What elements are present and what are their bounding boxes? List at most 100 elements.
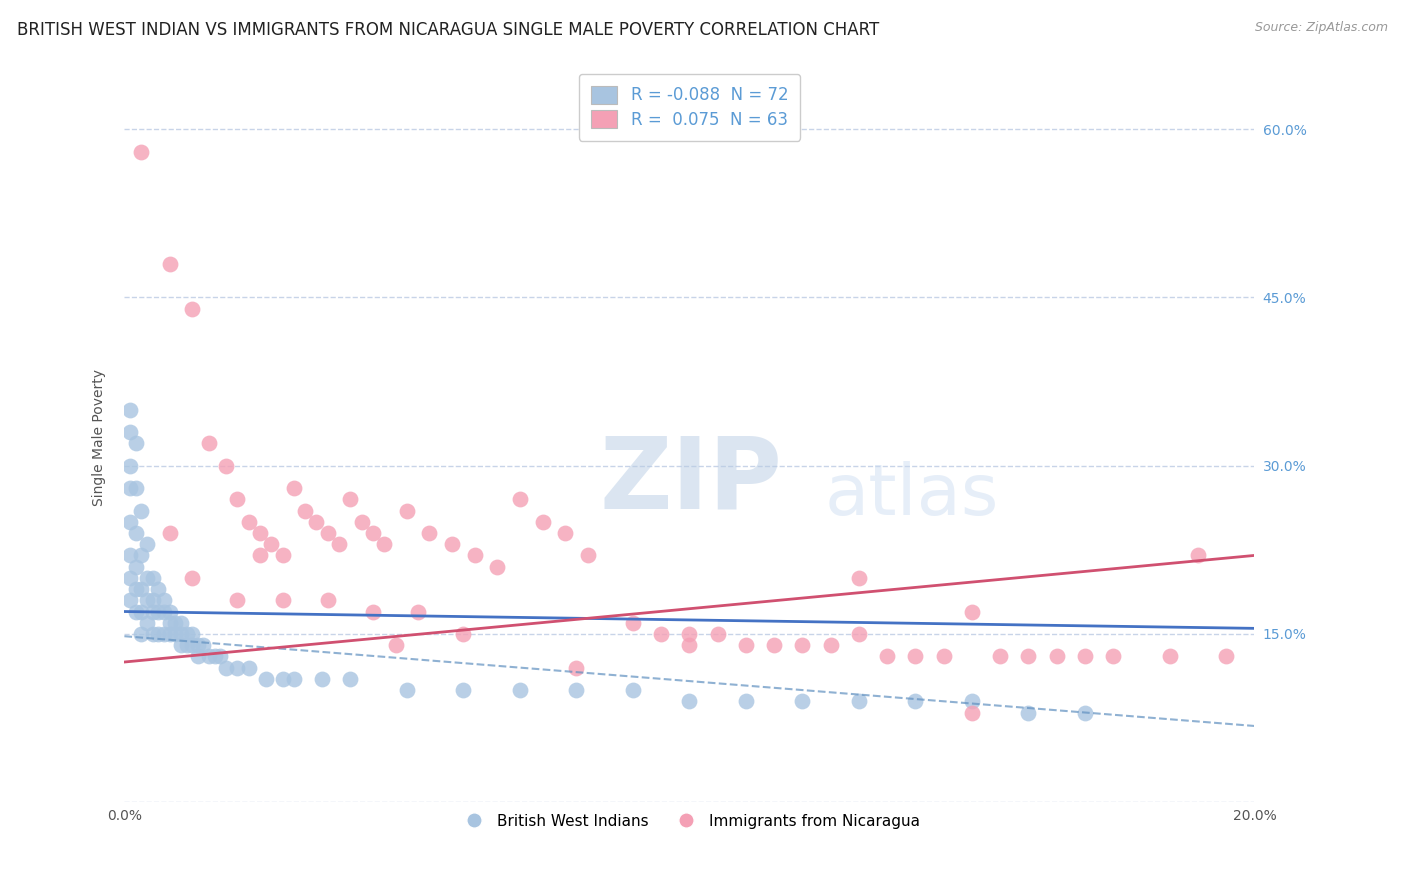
Point [198,649,221,664]
Point [339,492,361,507]
Point [576,549,599,563]
Point [215,660,238,674]
Point [271,672,294,686]
Point [678,694,700,708]
Point [131,145,153,159]
Point [136,571,159,585]
Point [565,660,588,674]
Point [131,627,153,641]
Point [1074,706,1097,720]
Point [316,593,339,607]
Point [260,537,283,551]
Point [153,627,176,641]
Point [165,615,187,630]
Point [509,683,531,698]
Point [153,605,176,619]
Point [125,605,148,619]
Point [960,694,983,708]
Point [176,627,198,641]
Point [848,694,870,708]
Point [209,649,232,664]
Point [509,492,531,507]
Point [305,515,328,529]
Point [148,605,170,619]
Point [254,672,277,686]
Point [118,571,141,585]
Point [238,515,260,529]
Point [960,706,983,720]
Point [118,402,141,417]
Point [848,627,870,641]
Point [148,627,170,641]
Text: atlas: atlas [825,461,1000,531]
Text: ZIP: ZIP [599,433,782,530]
Point [271,549,294,563]
Point [249,549,271,563]
Point [118,458,141,473]
Point [125,559,148,574]
Point [395,683,418,698]
Point [170,638,193,652]
Point [131,549,153,563]
Point [226,492,249,507]
Point [159,257,181,271]
Point [153,593,176,607]
Point [932,649,955,664]
Point [118,515,141,529]
Point [181,627,204,641]
Point [181,638,204,652]
Point [118,593,141,607]
Point [187,638,209,652]
Point [283,481,305,495]
Point [464,549,486,563]
Point [328,537,350,551]
Point [848,571,870,585]
Legend: British West Indians, Immigrants from Nicaragua: British West Indians, Immigrants from Ni… [453,807,927,835]
Point [131,582,153,596]
Point [226,593,249,607]
Point [960,605,983,619]
Point [486,559,509,574]
Point [1215,649,1237,664]
Point [271,593,294,607]
Point [176,638,198,652]
Point [904,649,927,664]
Point [406,605,429,619]
Point [181,301,204,316]
Point [678,627,700,641]
Point [125,481,148,495]
Point [621,683,644,698]
Point [453,683,475,698]
Point [792,638,814,652]
Point [170,627,193,641]
Point [159,605,181,619]
Point [988,649,1011,664]
Point [181,571,204,585]
Point [136,593,159,607]
Point [226,660,249,674]
Point [311,672,333,686]
Point [142,627,165,641]
Point [142,571,165,585]
Point [118,425,141,439]
Point [361,605,384,619]
Point [1187,549,1209,563]
Point [650,627,672,641]
Point [1074,649,1097,664]
Point [142,593,165,607]
Point [198,436,221,450]
Text: Source: ZipAtlas.com: Source: ZipAtlas.com [1254,21,1388,35]
Point [735,638,758,652]
Point [1017,649,1039,664]
Point [876,649,898,664]
Point [904,694,927,708]
Point [384,638,406,652]
Point [249,526,271,541]
Point [159,627,181,641]
Point [621,615,644,630]
Point [125,436,148,450]
Point [118,549,141,563]
Point [820,638,842,652]
Point [148,582,170,596]
Point [735,694,758,708]
